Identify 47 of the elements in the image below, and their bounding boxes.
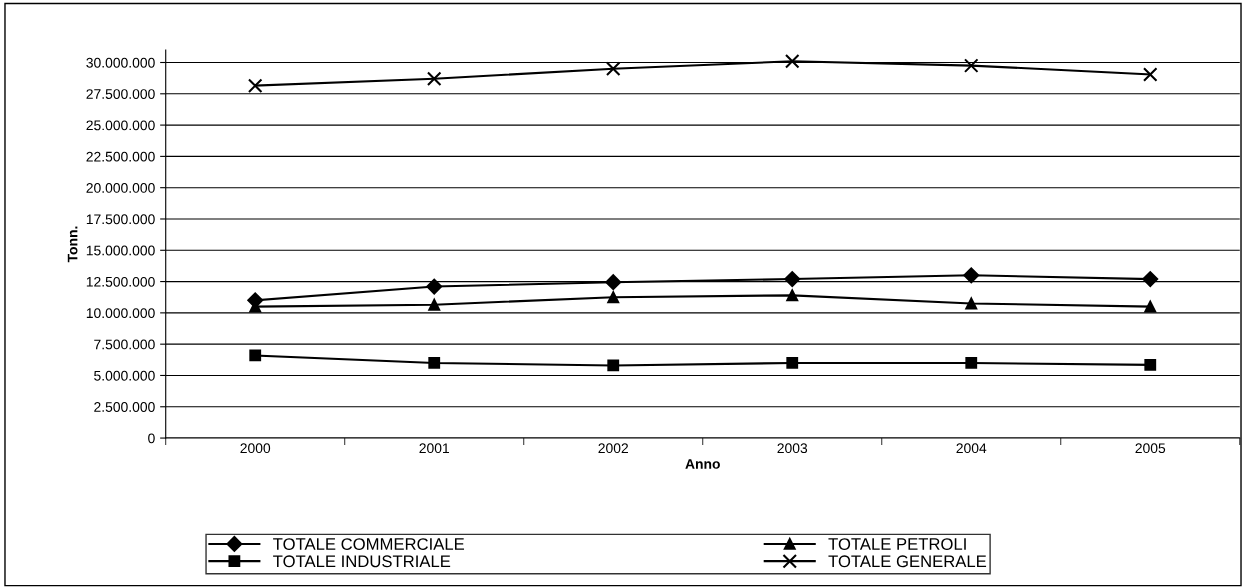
point	[784, 53, 800, 69]
point	[605, 274, 622, 291]
point	[786, 289, 799, 302]
x-tick-label: 2005	[1135, 443, 1166, 454]
point	[1142, 271, 1159, 287]
legend-label: TOTALE PETROLI	[828, 538, 966, 550]
x-tick-label: 2001	[419, 443, 449, 454]
point	[965, 357, 978, 369]
point	[784, 271, 801, 287]
y-tick-label: 27.500.000	[86, 89, 155, 99]
point	[247, 78, 263, 93]
point	[786, 357, 799, 369]
x-tick-label: 2004	[956, 443, 987, 454]
y-tick-label: 12.500.000	[86, 276, 155, 287]
y-tick-label: 2.500.000	[94, 402, 155, 412]
y-tick-label: 25.000.000	[86, 120, 155, 131]
y-tick-label: 30.000.000	[86, 57, 155, 68]
point	[1142, 67, 1158, 82]
point	[963, 267, 980, 284]
point	[607, 359, 620, 372]
legend-label: TOTALE GENERALE	[828, 555, 987, 568]
point	[607, 291, 620, 304]
y-tick-label: 10.000.000	[86, 308, 155, 319]
point	[605, 61, 621, 77]
point	[965, 297, 978, 310]
point	[428, 357, 441, 369]
x-tick-label: 2002	[598, 443, 628, 454]
x-tick-label: 2000	[240, 443, 271, 454]
point	[963, 58, 979, 73]
legend-label: TOTALE COMMERCIALE	[273, 538, 465, 550]
x-tick-label: 2003	[777, 443, 808, 454]
y-tick-label: 0	[148, 433, 155, 444]
y-tick-label: 15.000.000	[86, 245, 155, 256]
legend-label: TOTALE INDUSTRIALE	[273, 555, 451, 568]
point	[428, 298, 441, 311]
point	[249, 349, 262, 362]
y-axis-title: Tonn.	[67, 226, 78, 263]
point	[426, 71, 442, 87]
point	[1144, 300, 1157, 313]
point	[426, 278, 443, 295]
x-axis-title: Anno	[685, 459, 720, 469]
point	[1144, 358, 1157, 371]
y-tick-label: 22.500.000	[86, 151, 155, 162]
y-tick-label: 20.000.000	[86, 183, 155, 193]
y-tick-label: 7.500.000	[94, 339, 155, 350]
y-tick-label: 17.500.000	[86, 214, 155, 225]
y-tick-label: 5.000.000	[94, 370, 155, 381]
